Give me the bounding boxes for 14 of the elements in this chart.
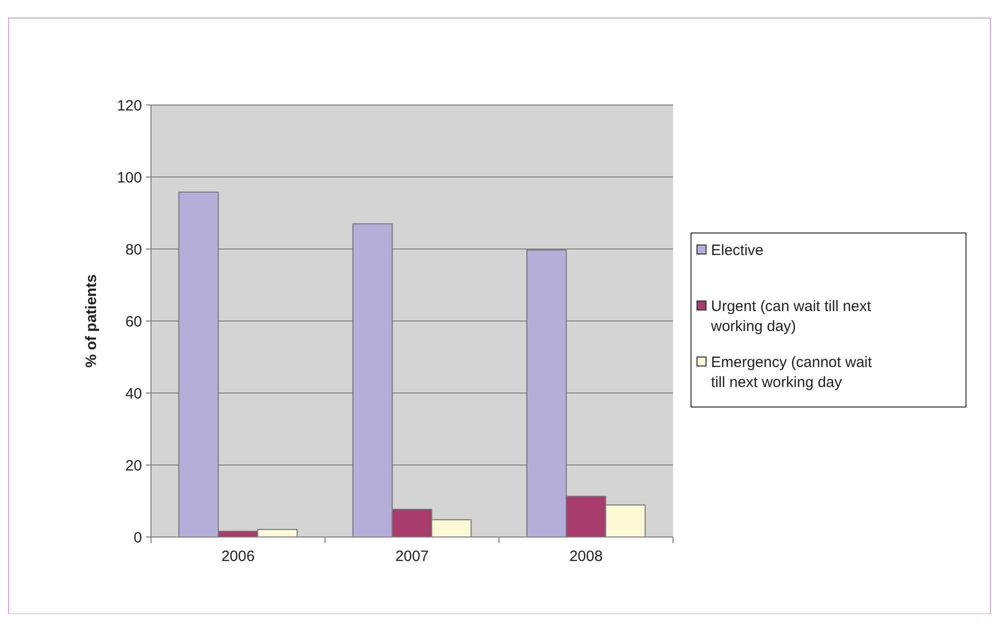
legend-label: Urgent (can wait till next working day) (710, 298, 872, 335)
legend-label: Emergency (cannot wait till next working day (711, 354, 873, 391)
y-tick-label: 80 (125, 241, 142, 258)
y-tick-label: 100 (116, 169, 142, 186)
y-tick-label: 20 (125, 457, 142, 474)
y-tick-label: 120 (116, 97, 142, 114)
x-tick-label: 2008 (569, 548, 603, 565)
x-tick-label: 2006 (221, 548, 255, 565)
y-axis-title: % of patients (83, 274, 100, 368)
y-tick-label: 40 (125, 385, 142, 402)
y-tick-label: 0 (134, 529, 142, 546)
y-tick-label: 60 (125, 313, 142, 330)
legend-label: Elective (711, 242, 764, 259)
x-tick-label: 2007 (395, 548, 429, 565)
